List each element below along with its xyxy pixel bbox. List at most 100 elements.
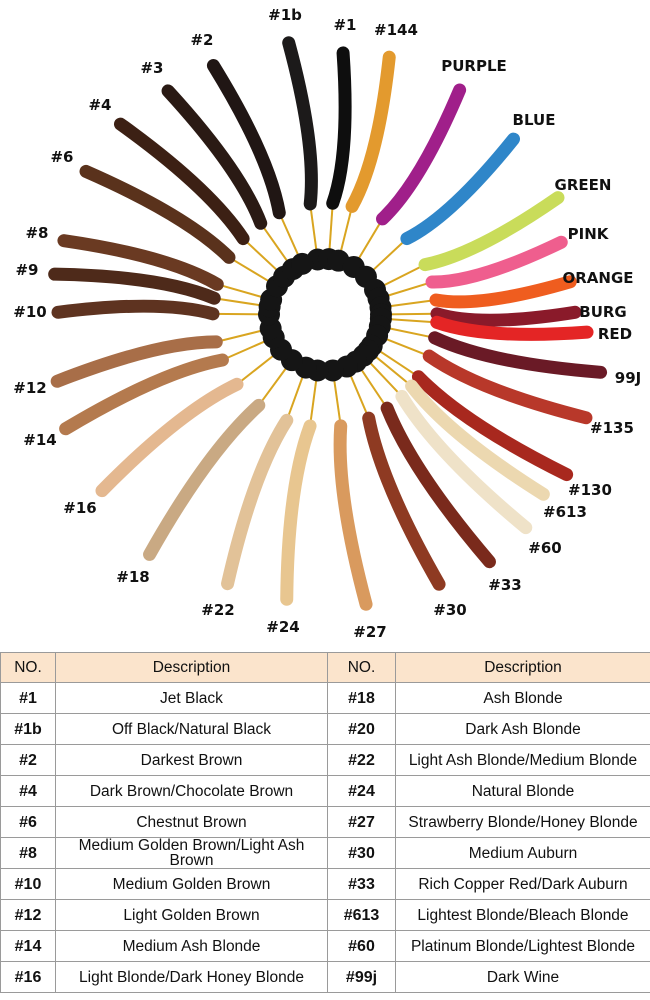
color-description: Jet Black [55, 682, 328, 714]
hair-strand [282, 36, 318, 211]
gold-ring-connector [386, 312, 438, 316]
color-chart-table: NO. Description NO. Description #1 Jet Bl… [0, 652, 650, 993]
gold-ring-connector [376, 348, 420, 378]
color-number: #6 [0, 806, 56, 838]
hair-strand [57, 234, 224, 291]
color-number: #27 [327, 806, 396, 838]
color-description: Light Blonde/Dark Honey Blonde [55, 961, 328, 993]
hair-swatch [113, 117, 296, 288]
gold-ring-connector [386, 298, 437, 308]
gold-ring-connector [236, 352, 277, 386]
color-number: #12 [0, 899, 56, 931]
hair-strand [430, 315, 594, 341]
table-row: #14 Medium Ash Blonde #60 Platinum Blonde/L… [0, 930, 650, 962]
color-description: Natural Blonde [395, 775, 650, 807]
swatch-label: GREEN [554, 176, 612, 194]
swatch-label: ORANGE [562, 269, 634, 287]
color-description: Off Black/Natural Black [55, 713, 328, 745]
table-row: #1b Off Black/Natural Black #20 Dark Ash Bl… [0, 713, 650, 745]
swatch-label: PURPLE [441, 57, 507, 75]
hair-strand [50, 335, 223, 388]
gold-ring-connector [228, 256, 273, 284]
swatch-label: #9 [15, 261, 39, 279]
swatch-label: #24 [266, 618, 300, 636]
hair-strand [48, 267, 221, 305]
color-description: Dark Brown/Chocolate Brown [55, 775, 328, 807]
gold-ring-connector [385, 326, 435, 339]
color-number: #1b [0, 713, 56, 745]
swatch-label: #18 [116, 568, 150, 586]
gold-ring-connector [366, 359, 403, 398]
table-row: #10 Medium Golden Brown #33 Rich Copper Red… [0, 868, 650, 900]
header-no-right: NO. [327, 652, 396, 683]
color-description: Dark Wine [395, 961, 650, 993]
hair-strand [113, 117, 250, 246]
black-tag [321, 359, 344, 382]
table-row: #12 Light Golden Brown #613 Lightest Blonde… [0, 899, 650, 931]
gold-ring-connector [332, 376, 342, 427]
hair-strand [59, 353, 229, 436]
hair-swatch-graphic [48, 36, 608, 611]
gold-ring-connector [257, 364, 290, 406]
swatch-label: #14 [23, 431, 57, 449]
hair-strand [206, 59, 286, 220]
hair-strand [380, 401, 496, 569]
gold-ring-connector [217, 283, 266, 299]
gold-ring-connector [369, 237, 408, 274]
black-tag [291, 252, 314, 275]
hair-strand [362, 411, 446, 591]
swatch-label: #8 [25, 224, 49, 242]
swatch-label: #1b [268, 6, 302, 24]
hair-strand [51, 299, 220, 321]
color-number: #16 [0, 961, 56, 993]
swatch-label: PINK [567, 225, 609, 243]
color-description: Darkest Brown [55, 744, 328, 776]
color-number: #22 [327, 744, 396, 776]
swatch-label: #130 [568, 481, 612, 499]
color-number: #30 [327, 837, 396, 869]
hair-strand [395, 389, 533, 535]
hair-strand [405, 379, 550, 501]
gold-ring-connector [339, 206, 354, 256]
hair-swatch [321, 359, 373, 611]
gold-ring-connector [372, 353, 413, 387]
color-number: #14 [0, 930, 56, 962]
table-row: #4 Dark Brown/Chocolate Brown #24 Natural B… [0, 775, 650, 807]
swatch-label: #27 [353, 623, 387, 641]
color-description: Medium Ash Blonde [55, 930, 328, 962]
gold-ring-connector [242, 237, 281, 274]
gold-ring-connector [309, 376, 318, 427]
gold-ring-connector [214, 297, 264, 307]
color-description: Medium Golden Brown/Light Ash Brown [55, 837, 328, 869]
hair-strand [376, 83, 467, 226]
gold-ring-connector [383, 281, 433, 298]
color-number: #18 [327, 682, 396, 714]
table-header-row: NO. Description NO. Description [0, 652, 650, 683]
color-number: #8 [0, 837, 56, 869]
gold-ring-connector [382, 336, 430, 357]
hair-strand [221, 413, 294, 591]
color-description: Platinum Blonde/Lightest Blonde [395, 930, 650, 962]
hair-swatch [51, 299, 281, 326]
hair-strand [333, 419, 373, 611]
swatch-label: #135 [590, 419, 634, 437]
hair-strand [345, 50, 396, 213]
table-row: #8 Medium Golden Brown/Light Ash Brown #30… [0, 837, 650, 869]
swatch-label: #16 [63, 499, 97, 517]
hair-swatch [282, 36, 329, 271]
table-row: #1 Jet Black #18 Ash Blonde [0, 682, 650, 714]
hair-strand [425, 235, 568, 289]
color-number: #1 [0, 682, 56, 714]
swatch-label: #6 [50, 148, 74, 166]
hair-strand [418, 191, 565, 272]
hair-strand [79, 164, 236, 264]
color-number: #4 [0, 775, 56, 807]
hair-strand [411, 370, 574, 482]
color-description: Chestnut Brown [55, 806, 328, 838]
hair-swatch [206, 59, 314, 275]
header-no-left: NO. [0, 652, 56, 683]
color-description: Lightest Blonde/Bleach Blonde [395, 899, 650, 931]
color-description: Medium Auburn [395, 837, 650, 869]
swatch-label: RED [597, 325, 633, 343]
swatch-label: #33 [488, 576, 522, 594]
